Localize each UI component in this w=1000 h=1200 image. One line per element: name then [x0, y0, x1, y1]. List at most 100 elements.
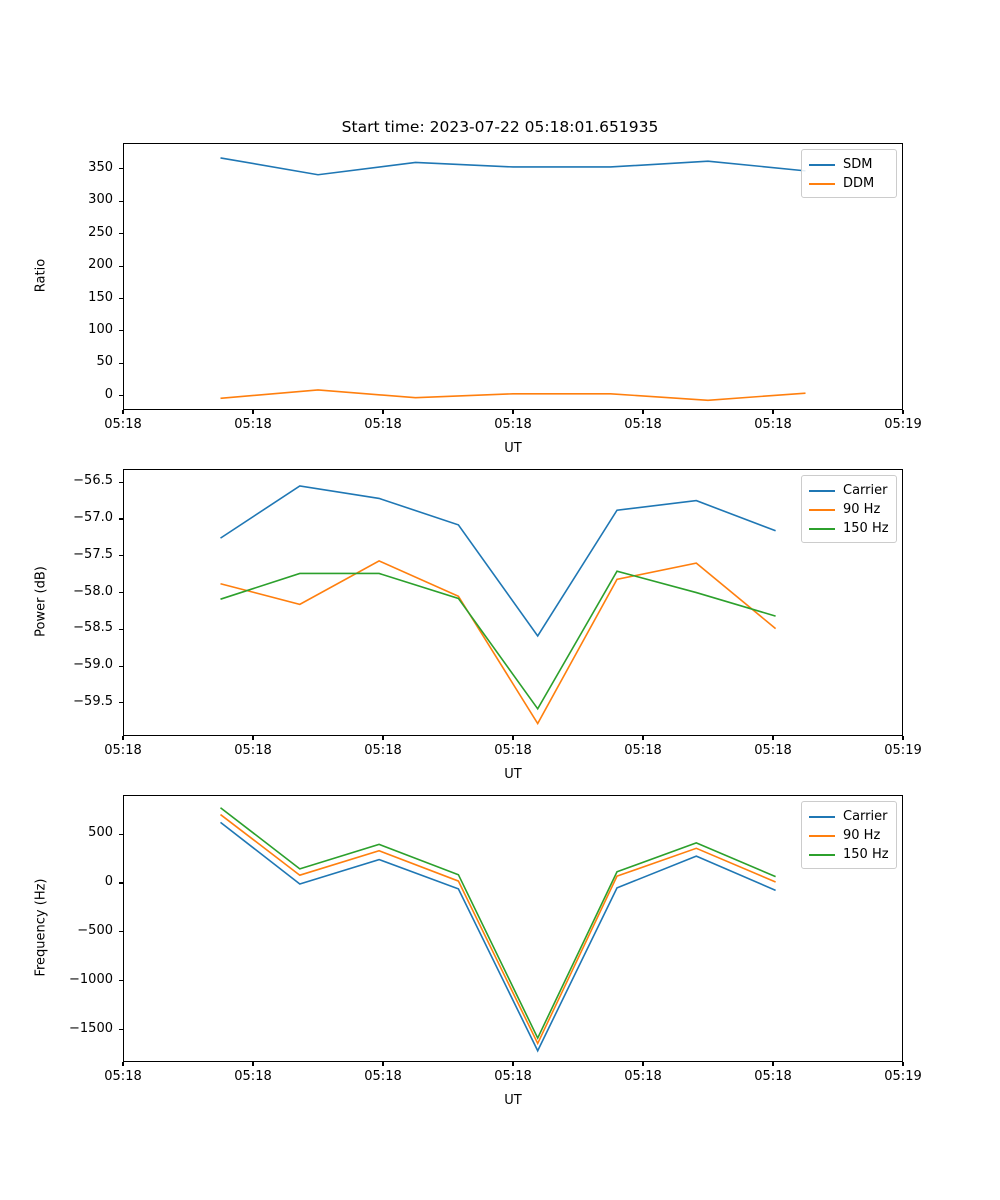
x-tick-mark	[252, 1062, 254, 1066]
x-tick-label: 05:18	[364, 743, 402, 758]
y-tick-mark	[119, 200, 123, 202]
y-tick-label: −500	[77, 922, 113, 938]
x-tick-mark	[252, 410, 254, 414]
x-tick-mark	[512, 736, 514, 740]
y-tick-label: 500	[88, 825, 113, 841]
y-tick-label: 300	[88, 192, 113, 208]
x-axis-label-frequency: UT	[504, 1093, 522, 1108]
x-tick-mark	[122, 410, 124, 414]
y-tick-mark	[119, 555, 123, 557]
x-tick-mark	[772, 736, 774, 740]
legend-line-swatch-icon	[809, 508, 835, 511]
x-tick-mark	[512, 410, 514, 414]
series-line-150-hz	[220, 570, 776, 711]
x-tick-label: 05:18	[104, 743, 142, 758]
y-tick-mark	[119, 592, 123, 594]
y-tick-label: 150	[88, 289, 113, 305]
legend-label: 150 Hz	[843, 521, 889, 536]
y-tick-label: −59.5	[73, 693, 113, 709]
figure-title: Start time: 2023-07-22 05:18:01.651935	[341, 118, 659, 136]
legend-item-ddm[interactable]: DDM	[809, 174, 889, 193]
x-tick-label: 05:18	[494, 417, 532, 432]
y-tick-mark	[119, 882, 123, 884]
x-tick-mark	[642, 410, 644, 414]
x-tick-label: 05:18	[234, 743, 272, 758]
y-tick-mark	[119, 931, 123, 933]
series-line-sdm	[220, 157, 806, 176]
y-tick-mark	[119, 330, 123, 332]
series-line-carrier	[220, 821, 776, 1053]
x-tick-label: 05:18	[754, 1069, 792, 1084]
x-tick-label: 05:18	[104, 1069, 142, 1084]
x-tick-label: 05:18	[624, 1069, 662, 1084]
y-tick-mark	[119, 362, 123, 364]
legend-ratio[interactable]: SDM DDM	[801, 149, 897, 198]
legend-item-150-hz[interactable]: 150 Hz	[809, 845, 889, 864]
legend-line-swatch-icon	[809, 834, 835, 837]
x-tick-mark	[902, 1062, 904, 1066]
legend-label: Carrier	[843, 809, 888, 824]
y-tick-label: −1000	[69, 971, 113, 987]
axes-frame-frequency	[123, 795, 903, 1062]
x-tick-label: 05:18	[624, 417, 662, 432]
legend-item-carrier[interactable]: Carrier	[809, 807, 889, 826]
x-tick-label: 05:18	[624, 743, 662, 758]
legend-item-150-hz[interactable]: 150 Hz	[809, 519, 889, 538]
y-tick-mark	[119, 518, 123, 520]
legend-item-carrier[interactable]: Carrier	[809, 481, 889, 500]
y-tick-label: 250	[88, 224, 113, 240]
y-tick-mark	[119, 481, 123, 483]
x-tick-label: 05:19	[884, 1069, 922, 1084]
y-tick-label: 200	[88, 257, 113, 273]
legend-label: DDM	[843, 176, 875, 191]
x-tick-mark	[642, 1062, 644, 1066]
legend-label: 90 Hz	[843, 502, 881, 517]
series-line-carrier	[220, 485, 776, 638]
x-tick-label: 05:18	[364, 417, 402, 432]
x-tick-label: 05:19	[884, 417, 922, 432]
legend-frequency[interactable]: Carrier 90 Hz 150 Hz	[801, 801, 897, 869]
legend-label: 90 Hz	[843, 828, 881, 843]
legend-line-swatch-icon	[809, 853, 835, 856]
series-line-ddm	[220, 389, 806, 402]
legend-power[interactable]: Carrier 90 Hz 150 Hz	[801, 475, 897, 543]
legend-line-swatch-icon	[809, 815, 835, 818]
y-tick-label: 0	[104, 386, 113, 402]
x-tick-mark	[122, 1062, 124, 1066]
y-tick-mark	[119, 168, 123, 170]
legend-line-swatch-icon	[809, 489, 835, 492]
x-tick-mark	[382, 410, 384, 414]
y-tick-mark	[119, 665, 123, 667]
y-axis-label-frequency: Frequency (Hz)	[33, 877, 49, 977]
y-tick-mark	[119, 833, 123, 835]
y-tick-mark	[119, 233, 123, 235]
x-tick-mark	[512, 1062, 514, 1066]
axes-frame-ratio	[123, 143, 903, 410]
series-line-90-hz	[220, 813, 776, 1046]
legend-line-swatch-icon	[809, 182, 835, 185]
x-tick-label: 05:18	[754, 417, 792, 432]
legend-item-90-hz[interactable]: 90 Hz	[809, 500, 889, 519]
legend-label: SDM	[843, 157, 873, 172]
legend-item-90-hz[interactable]: 90 Hz	[809, 826, 889, 845]
legend-item-sdm[interactable]: SDM	[809, 155, 889, 174]
legend-line-swatch-icon	[809, 163, 835, 166]
x-tick-label: 05:18	[234, 417, 272, 432]
x-tick-label: 05:18	[494, 743, 532, 758]
y-tick-mark	[119, 297, 123, 300]
y-tick-label: −58.5	[73, 620, 113, 636]
x-tick-label: 05:18	[754, 743, 792, 758]
y-tick-mark	[119, 1029, 123, 1031]
y-tick-mark	[119, 265, 123, 267]
x-tick-mark	[902, 410, 904, 414]
x-tick-mark	[902, 736, 904, 740]
x-tick-label: 05:18	[494, 1069, 532, 1084]
x-axis-label-ratio: UT	[504, 441, 522, 456]
y-tick-mark	[119, 395, 123, 397]
x-axis-label-power: UT	[504, 767, 522, 782]
series-line-150-hz	[220, 807, 776, 1040]
x-tick-label: 05:18	[364, 1069, 402, 1084]
x-tick-mark	[382, 736, 384, 740]
